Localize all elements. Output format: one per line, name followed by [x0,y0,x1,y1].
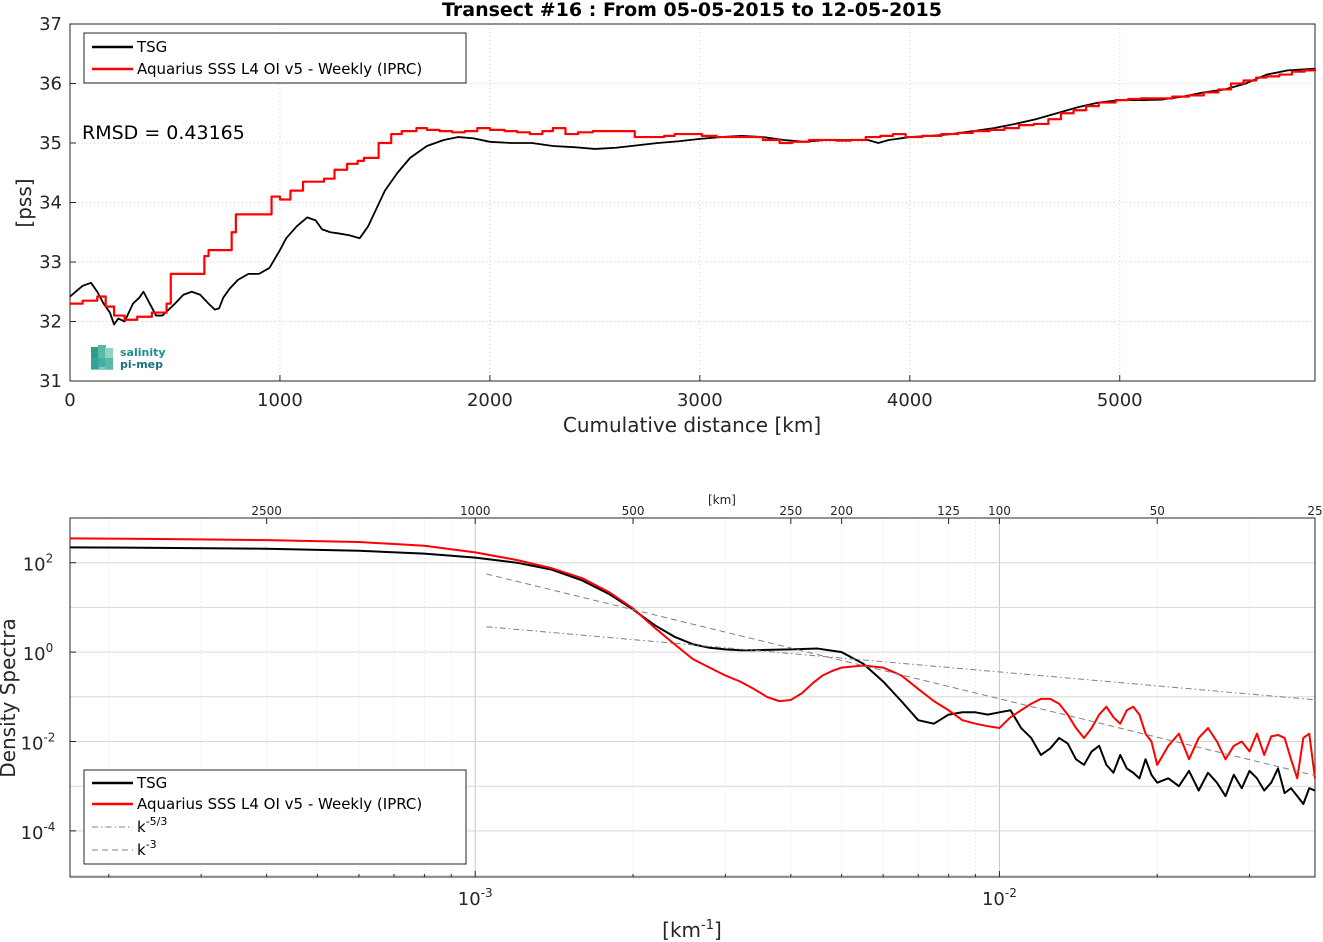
bottom-series-k-5-3-line [486,626,1316,701]
bottom-top-tick-label: 2500 [251,504,282,518]
top-x-tick-label: 2000 [467,390,513,411]
bottom-legend-box [83,769,467,865]
k3-base: k [137,841,146,859]
salinity-transect-chart: Transect #16 : From 05-05-2015 to 12-05-… [12,0,1317,437]
bottom-series-k-3-line [486,573,1316,777]
top-x-tick-label: 3000 [677,390,723,411]
top-y-tick-label: 32 [39,312,62,333]
bottom-x-label-end: ] [714,918,722,942]
top-y-axis-label: [pss] [12,178,36,227]
bottom-y-tick-label: 100 [23,641,54,665]
bottom-top-tick-label: 25 [1307,504,1322,518]
bottom-x-label-base: [km [662,918,701,942]
logo-text-line1: salinity [120,346,166,359]
top-series-tsg-line [69,67,1316,326]
bottom-x-axis-label: [km-1] [662,918,722,942]
bottom-top-tick-label: 500 [622,504,645,518]
bottom-top-tick-label: 125 [937,504,960,518]
bottom-legend-label-k3: k-3 [137,838,157,859]
bottom-top-axis-ticks: 2500 1000 500 250 200 125 100 50 25 [251,504,1323,524]
bottom-x-tick-label: 10-3 [458,886,493,910]
bottom-top-tick-label: 50 [1150,504,1165,518]
top-axis-unit-label: [km] [708,493,736,507]
bottom-y-tick-label: 10-4 [21,820,56,844]
bottom-y-axis-label: Density Spectra [0,618,20,777]
bottom-plot-area [69,517,1316,878]
bottom-series-aquarius-line [69,537,1316,780]
bottom-top-tick-label: 1000 [460,504,491,518]
top-series-lines [69,67,1317,326]
bottom-legend: TSG Aquarius SSS L4 OI v5 - Weekly (IPRC… [83,769,467,865]
top-x-axis-label: Cumulative distance [km] [563,413,821,437]
top-y-tick-label: 33 [39,252,62,273]
bottom-legend-label-k53: k-5/3 [137,815,167,836]
bottom-y-tick-label: 102 [23,552,54,576]
top-legend-label-tsg: TSG [136,38,167,56]
bottom-y-tick-label: 10-2 [21,730,56,754]
bottom-series-lines [69,537,1316,805]
bottom-x-tick-label: 10-2 [982,886,1017,910]
salinity-pi-mep-logo: salinity pi-mep [91,345,166,371]
bottom-top-tick-label: 200 [830,504,853,518]
top-y-ticks: 31 32 33 34 35 36 37 [39,14,76,392]
rmsd-annotation: RMSD = 0.43165 [82,122,245,144]
top-y-tick-label: 31 [39,371,62,392]
bottom-top-tick-label: 100 [988,504,1011,518]
top-legend: TSG Aquarius SSS L4 OI v5 - Weekly (IPRC… [83,32,467,84]
k3-sup: -3 [146,838,157,851]
k53-base: k [137,818,146,836]
top-x-tick-label: 0 [64,390,75,411]
top-x-tick-label: 5000 [1097,390,1143,411]
density-spectra-chart: 10-3 10-2 102 100 10-2 10-4 2500 1000 500 250 20… [0,493,1323,942]
top-x-tick-label: 4000 [887,390,933,411]
chart-title: Transect #16 : From 05-05-2015 to 12-05-… [442,0,942,21]
top-legend-label-aquarius: Aquarius SSS L4 OI v5 - Weekly (IPRC) [137,60,422,78]
logo-text-line2: pi-mep [120,358,163,371]
k53-sup: -5/3 [146,815,168,828]
bottom-x-label-sup: -1 [701,918,714,933]
top-y-tick-label: 36 [39,74,62,95]
top-x-tick-label: 1000 [257,390,303,411]
top-y-tick-label: 35 [39,133,62,154]
bottom-series-tsg-line [69,546,1316,805]
bottom-top-tick-label: 250 [779,504,802,518]
top-y-tick-label: 34 [39,193,62,214]
bottom-y-ticks: 102 100 10-2 10-4 [21,552,76,844]
top-x-ticks: 0 1000 2000 3000 4000 5000 [64,375,1143,411]
logo-mark-icon [91,345,113,370]
top-series-aquarius-line [70,68,1317,321]
bottom-legend-label-aquarius: Aquarius SSS L4 OI v5 - Weekly (IPRC) [137,795,422,813]
bottom-x-ticks: 10-3 10-2 [108,871,1251,910]
top-legend-box [83,32,467,84]
top-y-tick-label: 37 [39,14,62,35]
bottom-legend-label-tsg: TSG [136,774,167,792]
